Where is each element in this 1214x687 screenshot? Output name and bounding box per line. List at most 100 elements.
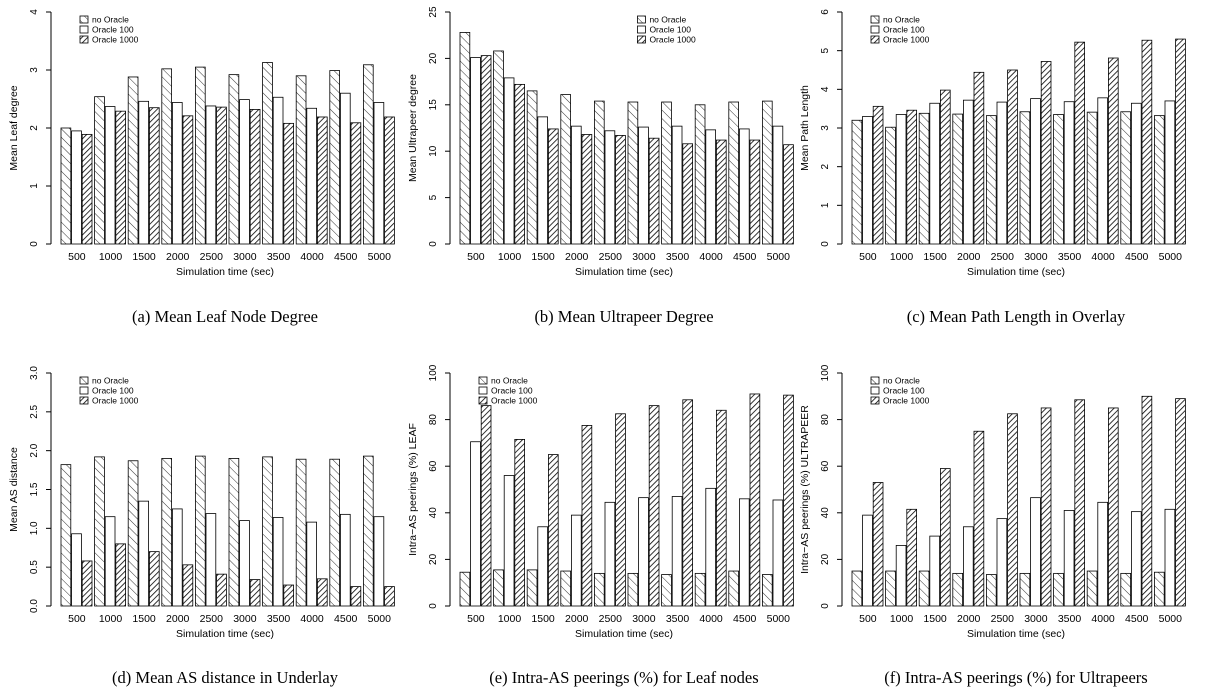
- legend-label: Oracle 1000: [92, 396, 139, 406]
- x-tick-label: 4000: [300, 251, 324, 263]
- x-tick-label: 1000: [498, 613, 522, 625]
- bar: [671, 496, 683, 607]
- bar: [537, 526, 548, 607]
- legend-label: Oracle 1000: [883, 396, 930, 406]
- y-axis-label: Intra−AS peerings (%) ULTRAPEER: [799, 405, 811, 574]
- bar: [1063, 101, 1075, 245]
- bar: [952, 113, 963, 245]
- chart-panel: 0 20 40 60 80 100 Intra−AS peerings (%) LEAF 50…: [407, 364, 794, 687]
- x-axis-label: Simulation time (sec): [575, 628, 673, 640]
- bar: [249, 109, 261, 245]
- bar: [272, 96, 284, 245]
- bar: [963, 99, 974, 245]
- x-axis-label: Simulation time (sec): [967, 628, 1065, 640]
- bar: [560, 94, 571, 245]
- bar: [1097, 501, 1109, 607]
- bar: [762, 100, 773, 245]
- bar: [661, 101, 672, 245]
- bar: [316, 578, 328, 607]
- bar: [171, 508, 183, 607]
- y-tick-label: 1: [820, 202, 831, 208]
- bar: [1086, 111, 1098, 245]
- bar: [973, 71, 985, 245]
- y-tick-label: 1: [29, 183, 40, 189]
- bar: [1141, 39, 1153, 245]
- y-tick-label: 10: [428, 145, 439, 157]
- bar: [638, 126, 649, 245]
- x-tick-label: 4000: [1091, 251, 1115, 263]
- bar: [470, 441, 481, 607]
- bar: [71, 130, 82, 245]
- bar: [537, 116, 548, 245]
- bar: [493, 569, 504, 607]
- bar: [1007, 413, 1018, 607]
- bar: [60, 464, 72, 607]
- bar: [459, 571, 471, 607]
- y-tick-label: 20: [428, 553, 439, 565]
- y-tick-label: 100: [820, 364, 831, 381]
- y-tick-label: 1.0: [29, 521, 40, 535]
- x-tick-label: 5000: [1159, 251, 1183, 263]
- bar: [648, 137, 660, 245]
- bar: [81, 133, 93, 245]
- chart-panel: 0 1 2 3 4 Mean Leaf degree 500 1000 1500 2000 2500…: [8, 9, 395, 326]
- bar: [705, 487, 716, 607]
- bar: [772, 499, 784, 607]
- bar: [1120, 572, 1132, 607]
- legend-label: no Oracle: [92, 376, 129, 386]
- bar: [952, 572, 963, 607]
- x-tick-label: 3000: [233, 251, 257, 263]
- y-tick-label: 0: [820, 603, 831, 609]
- bar: [373, 516, 385, 607]
- bar: [503, 77, 515, 245]
- x-axis-label: Simulation time (sec): [176, 628, 274, 640]
- y-axis-label: Mean Path Length: [799, 85, 811, 171]
- legend-label: Oracle 100: [491, 386, 533, 396]
- bar: [138, 100, 150, 245]
- chart-panel: 0 20 40 60 80 100 Intra−AS peerings (%) ULTRAP…: [799, 364, 1186, 687]
- bar: [671, 125, 683, 245]
- x-tick-label: 4000: [699, 251, 723, 263]
- bar: [295, 458, 307, 607]
- legend-swatch: [870, 25, 880, 34]
- bar: [161, 458, 173, 607]
- y-tick-label: 3.0: [29, 366, 40, 380]
- bar: [1030, 497, 1041, 607]
- legend-swatch: [79, 376, 89, 385]
- bar: [239, 520, 250, 607]
- bar: [895, 114, 907, 245]
- x-tick-label: 2000: [565, 251, 589, 263]
- bar: [851, 570, 863, 607]
- bar: [127, 76, 139, 245]
- x-tick-label: 2000: [166, 251, 190, 263]
- bar: [1097, 97, 1109, 245]
- bar: [262, 456, 273, 607]
- panel-caption: (d) Mean AS distance in Underlay: [112, 668, 339, 687]
- bar: [772, 125, 784, 245]
- x-tick-label: 3000: [632, 251, 656, 263]
- chart-panel: 0 1 2 3 4 5 6 Mean Path Length 500 1000 1500 2000 25…: [799, 9, 1186, 326]
- bar: [739, 498, 750, 607]
- x-tick-label: 2500: [991, 613, 1015, 625]
- legend-swatch: [478, 376, 488, 385]
- y-tick-label: 5: [820, 47, 831, 53]
- bar: [1154, 115, 1165, 245]
- bar: [594, 100, 605, 245]
- bar: [480, 405, 492, 607]
- bar: [594, 572, 605, 607]
- bar: [339, 92, 351, 245]
- panel-caption: (c) Mean Path Length in Overlay: [907, 307, 1126, 326]
- bar: [216, 106, 227, 245]
- legend-label: Oracle 100: [92, 25, 134, 35]
- y-tick-label: 4: [29, 9, 40, 15]
- x-axis-label: Simulation time (sec): [575, 266, 673, 278]
- x-tick-label: 5000: [767, 613, 791, 625]
- bar: [728, 101, 739, 245]
- bar: [329, 70, 340, 245]
- legend-swatch: [637, 35, 646, 44]
- y-tick-label: 1.5: [29, 482, 40, 496]
- y-tick-label: 100: [428, 364, 439, 381]
- bar: [1019, 111, 1031, 245]
- bar: [1074, 399, 1086, 607]
- bar: [459, 32, 471, 245]
